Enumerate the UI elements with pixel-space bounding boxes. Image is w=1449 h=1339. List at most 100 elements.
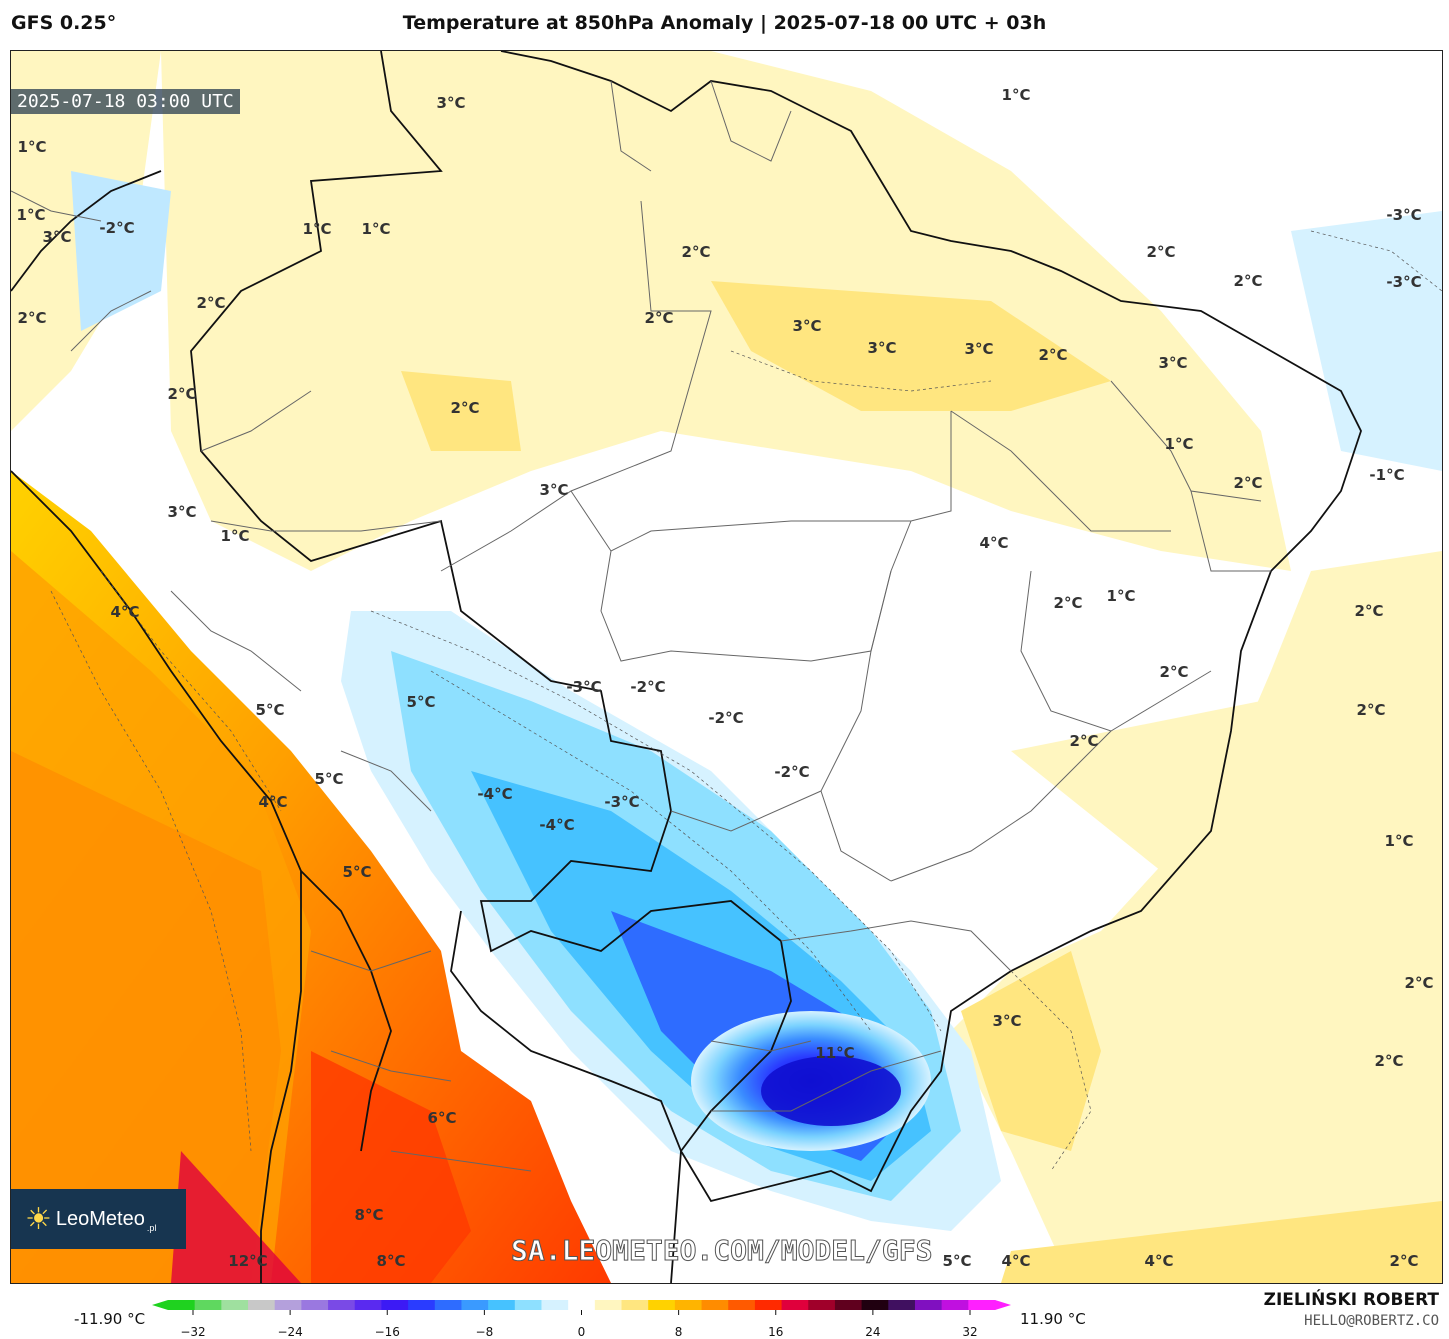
isotherm-label: 3°C: [1158, 354, 1188, 372]
source-watermark: SA.LEOMETEO.COM/MODEL/GFS: [510, 1234, 933, 1268]
colorbar-swatch: [381, 1300, 409, 1310]
colorbar-min-label: -11.90 °C: [74, 1310, 146, 1328]
logo-sub: .pl: [146, 1223, 157, 1233]
colorbar-swatch: [274, 1300, 302, 1310]
isotherm-label: -2°C: [99, 219, 135, 237]
colorbar-swatch: [568, 1300, 596, 1310]
colorbar-swatch: [621, 1300, 649, 1310]
isotherm-label: 2°C: [1374, 1052, 1404, 1070]
isotherm-label: 2°C: [1356, 701, 1386, 719]
colorbar-swatch: [328, 1300, 356, 1310]
colorbar-swatch: [941, 1300, 969, 1310]
isotherm-label: -1°C: [1369, 466, 1405, 484]
isotherm-label: 1°C: [1001, 86, 1031, 104]
model-label: GFS 0.25°: [11, 12, 117, 34]
colorbar-swatch: [488, 1300, 516, 1310]
colorbar-strip: [152, 1300, 1011, 1315]
isotherm-label: 2°C: [1069, 732, 1099, 750]
isotherm-label: 2°C: [17, 309, 47, 327]
isotherm-label: 3°C: [792, 317, 822, 335]
isotherm-label: 1°C: [220, 527, 250, 545]
isotherm-label: 12°C: [228, 1252, 268, 1270]
logo-text: LeoMeteo: [55, 1207, 145, 1230]
isotherm-label: 1°C: [361, 220, 391, 238]
isotherm-label: 5°C: [314, 770, 344, 788]
isotherm-label: 5°C: [255, 701, 285, 719]
isotherm-label: 1°C: [302, 220, 332, 238]
isotherm-label: 2°C: [196, 294, 226, 312]
isotherm-label: 2°C: [167, 385, 197, 403]
isotherm-label: 4°C: [979, 534, 1009, 552]
isotherm-label: -3°C: [566, 678, 602, 696]
colorbar-swatch: [728, 1300, 756, 1310]
isotherm-label: 2°C: [1389, 1252, 1419, 1270]
isotherm-label: -4°C: [477, 785, 513, 803]
isotherm-label: 3°C: [964, 340, 994, 358]
colorbar-swatch: [968, 1300, 996, 1310]
isotherm-label: 1°C: [1164, 435, 1194, 453]
isotherm-label: 4°C: [258, 793, 288, 811]
isotherm-label: -2°C: [630, 678, 666, 696]
isotherm-label: 2°C: [450, 399, 480, 417]
colorbar-swatch: [248, 1300, 276, 1310]
isotherm-label: 1°C: [16, 206, 46, 224]
colorbar-swatch: [701, 1300, 729, 1310]
colorbar-swatch: [861, 1300, 889, 1310]
colorbar-swatch: [168, 1300, 196, 1310]
isotherm-label: -2°C: [774, 763, 810, 781]
colorbar-tick-label: 0: [577, 1325, 586, 1339]
colorbar-tick-label: −8: [475, 1325, 494, 1339]
colorbar-swatch: [461, 1300, 489, 1310]
isotherm-label: 2°C: [681, 243, 711, 261]
colorbar-swatch: [514, 1300, 542, 1310]
colorbar-arrow-low: [152, 1300, 168, 1310]
isotherm-label: 4°C: [1001, 1252, 1031, 1270]
colorbar-swatch: [194, 1300, 222, 1310]
isotherm-label: 3°C: [992, 1012, 1022, 1030]
colorbar-swatch: [594, 1300, 623, 1310]
colorbar-swatch: [808, 1300, 836, 1310]
isotherm-label: -2°C: [708, 709, 744, 727]
isotherm-label: 8°C: [376, 1252, 406, 1270]
isotherm-label: 1°C: [17, 138, 47, 156]
isotherm-label: 2°C: [1053, 594, 1083, 612]
colorbar-swatch: [781, 1300, 809, 1310]
colorbar-tick-label: 16: [768, 1325, 784, 1339]
isotherm-label: 3°C: [436, 94, 466, 112]
isotherm-label: 4°C: [1144, 1252, 1174, 1270]
isotherm-label: -3°C: [1386, 273, 1422, 291]
isotherm-label: 4°C: [110, 603, 140, 621]
isotherm-label: 1°C: [1384, 832, 1414, 850]
colorbar-tick-label: 24: [865, 1325, 881, 1339]
isotherm-label: 3°C: [167, 503, 197, 521]
map-panel[interactable]: 2025-07-18 03:00 UTC 3°C 1°C 1°C 1°C 3°C -2°C…: [10, 50, 1443, 1284]
isotherm-label: 5°C: [342, 863, 372, 881]
colorbar-max-label: 11.90 °C: [1020, 1310, 1086, 1328]
isotherm-label: 3°C: [539, 481, 569, 499]
isotherm-label: 5°C: [406, 693, 436, 711]
colorbar-swatch: [888, 1300, 916, 1310]
sun-icon: ☀: [25, 1202, 52, 1236]
isotherm-label: 11°C: [815, 1044, 855, 1062]
colorbar-swatch: [434, 1300, 462, 1310]
colorbar-swatch: [301, 1300, 329, 1310]
isotherm-label: 6°C: [427, 1109, 457, 1127]
isotherm-label: 3°C: [867, 339, 897, 357]
map-title: Temperature at 850hPa Anomaly | 2025-07-…: [402, 12, 1047, 34]
isotherm-label: 5°C: [942, 1252, 972, 1270]
colorbar-tick-label: −32: [180, 1325, 206, 1339]
colorbar-swatch: [221, 1300, 249, 1310]
colorbar-swatch: [754, 1300, 783, 1310]
isotherm-label: 2°C: [1038, 346, 1068, 364]
colorbar-swatch: [354, 1300, 382, 1310]
isotherm-label: 3°C: [42, 228, 72, 246]
anomaly-field: [11, 51, 1442, 1283]
isotherm-label: 2°C: [1404, 974, 1434, 992]
author-email: HELLO@ROBERTZ.CO: [1304, 1313, 1439, 1329]
isotherm-label: 1°C: [1106, 587, 1136, 605]
isotherm-label: -4°C: [539, 816, 575, 834]
valid-time-badge: 2025-07-18 03:00 UTC: [11, 89, 240, 114]
leometeo-logo[interactable]: ☀ LeoMeteo .pl: [11, 1189, 186, 1249]
isotherm-label: -3°C: [1386, 206, 1422, 224]
colorbar-arrow-high: [995, 1300, 1011, 1310]
